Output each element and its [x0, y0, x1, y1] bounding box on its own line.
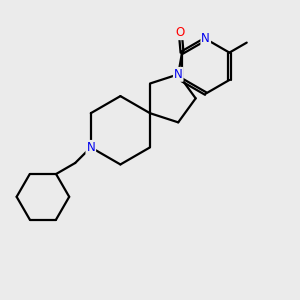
Text: N: N: [86, 141, 95, 154]
Text: N: N: [174, 68, 183, 81]
Text: N: N: [201, 32, 210, 45]
Text: O: O: [176, 26, 185, 39]
